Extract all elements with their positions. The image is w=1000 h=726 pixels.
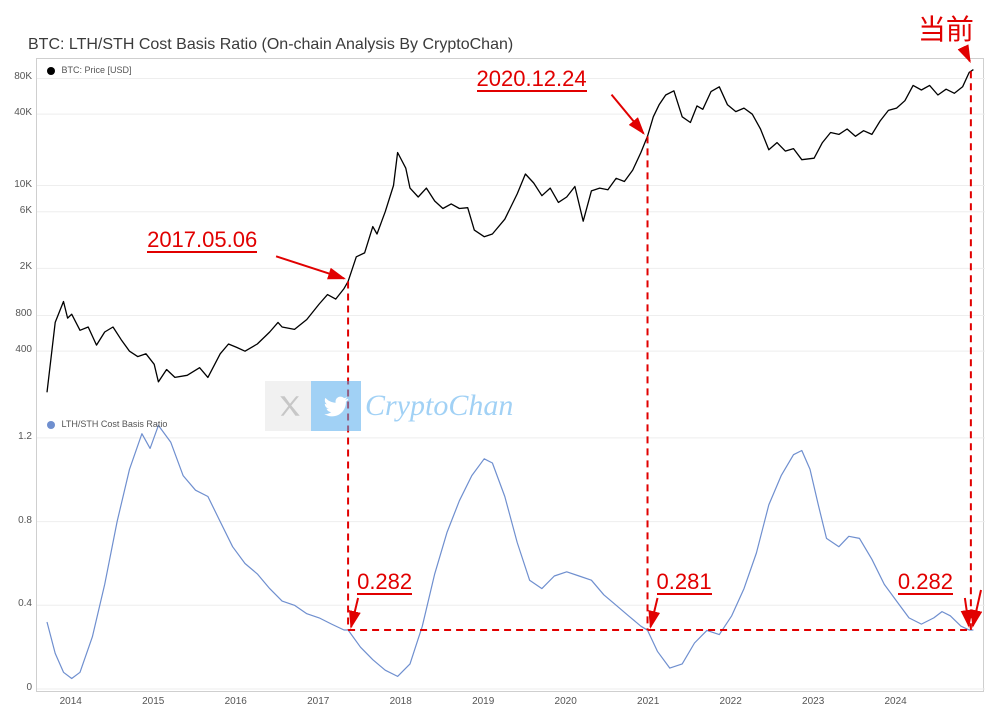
legend-price-dot bbox=[47, 67, 55, 75]
y-tick-ratio: 0.8 bbox=[4, 515, 32, 526]
chart-title: BTC: LTH/STH Cost Basis Ratio (On-chain … bbox=[28, 36, 513, 54]
x-tick: 2017 bbox=[307, 696, 329, 707]
y-tick-ratio: 0 bbox=[4, 682, 32, 693]
x-tick: 2018 bbox=[390, 696, 412, 707]
y-tick-price: 80K bbox=[4, 71, 32, 82]
x-tick: 2024 bbox=[885, 696, 907, 707]
x-tick: 2014 bbox=[60, 696, 82, 707]
annotation-2020-value: 0.281 bbox=[657, 569, 712, 595]
y-tick-ratio: 1.2 bbox=[4, 431, 32, 442]
annotation-2017-value: 0.282 bbox=[357, 569, 412, 595]
chart-root: { "title": "BTC: LTH/STH Cost Basis Rati… bbox=[0, 0, 1000, 726]
y-tick-ratio: 0.4 bbox=[4, 598, 32, 609]
x-tick: 2022 bbox=[720, 696, 742, 707]
x-tick: 2023 bbox=[802, 696, 824, 707]
legend-ratio-dot bbox=[47, 421, 55, 429]
watermark-twitter-logo bbox=[311, 381, 361, 431]
x-tick: 2020 bbox=[555, 696, 577, 707]
y-tick-price: 10K bbox=[4, 179, 32, 190]
chart-svg bbox=[37, 59, 983, 691]
watermark: CryptoChan bbox=[265, 381, 513, 431]
legend-ratio-label: LTH/STH Cost Basis Ratio bbox=[62, 419, 168, 429]
x-tick: 2019 bbox=[472, 696, 494, 707]
y-tick-price: 40K bbox=[4, 107, 32, 118]
legend-price: BTC: Price [USD] bbox=[47, 65, 132, 75]
annotation-now-label: 当前 bbox=[918, 8, 974, 48]
y-tick-price: 400 bbox=[4, 344, 32, 355]
y-tick-price: 800 bbox=[4, 308, 32, 319]
legend-price-label: BTC: Price [USD] bbox=[62, 65, 132, 75]
x-tick: 2016 bbox=[225, 696, 247, 707]
annotation-2020-label: 2020.12.24 bbox=[477, 66, 587, 92]
watermark-x-logo bbox=[265, 381, 315, 431]
x-tick: 2015 bbox=[142, 696, 164, 707]
x-tick: 2021 bbox=[637, 696, 659, 707]
watermark-text: CryptoChan bbox=[365, 389, 513, 423]
annotation-now-value: 0.282 bbox=[898, 569, 953, 595]
annotation-2017-label: 2017.05.06 bbox=[147, 227, 257, 253]
y-tick-price: 6K bbox=[4, 205, 32, 216]
legend-ratio: LTH/STH Cost Basis Ratio bbox=[47, 419, 167, 429]
chart-area: BTC: Price [USD] LTH/STH Cost Basis Rati… bbox=[36, 58, 984, 692]
y-tick-price: 2K bbox=[4, 261, 32, 272]
